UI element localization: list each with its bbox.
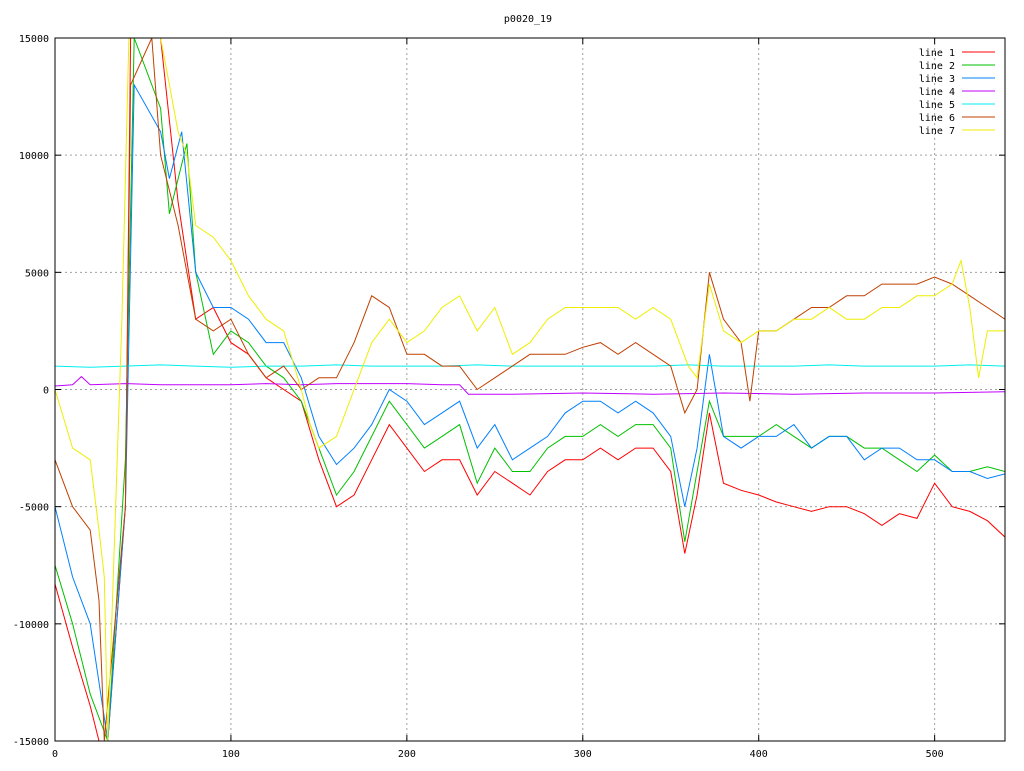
y-tick-label: 5000 xyxy=(25,268,49,279)
grid xyxy=(55,38,1005,741)
plot-border xyxy=(54,37,1006,742)
series-line-4 xyxy=(55,375,1005,395)
x-tick-label: 0 xyxy=(52,749,58,760)
y-tick-label: -10000 xyxy=(13,620,49,631)
legend-label: line 6 xyxy=(919,113,955,124)
x-tick-label: 200 xyxy=(398,749,416,760)
legend-label: line 4 xyxy=(919,87,955,98)
legend-label: line 3 xyxy=(919,74,955,85)
x-tick-label: 300 xyxy=(574,749,592,760)
series-line-5 xyxy=(55,364,1005,368)
y-tick-label: -5000 xyxy=(19,503,49,514)
chart-title: p0020_19 xyxy=(504,14,552,25)
legend: line 1 line 2 line 3 line 4 line 5 line 6 line… xyxy=(919,48,995,137)
y-tick-label: 10000 xyxy=(19,151,49,162)
series-line-3 xyxy=(55,83,1005,741)
y-tick-label: 15000 xyxy=(19,34,49,45)
legend-label: line 2 xyxy=(919,61,955,72)
series-line-7 xyxy=(55,38,1005,741)
x-tick-label: 400 xyxy=(750,749,768,760)
y-tick-label: 0 xyxy=(43,386,49,397)
series-line-6 xyxy=(55,38,1005,741)
axis-ticks: 0 100 200 300 400 500 -15000 -10000 -5000 0 5000 10… xyxy=(13,34,1005,760)
x-tick-label: 500 xyxy=(926,749,944,760)
series-lines xyxy=(55,38,1005,741)
series-line-1 xyxy=(55,38,1005,741)
legend-label: line 5 xyxy=(919,100,955,111)
legend-label: line 1 xyxy=(919,48,955,59)
y-tick-label: -15000 xyxy=(13,737,49,748)
legend-label: line 7 xyxy=(919,126,955,137)
x-tick-label: 100 xyxy=(222,749,240,760)
